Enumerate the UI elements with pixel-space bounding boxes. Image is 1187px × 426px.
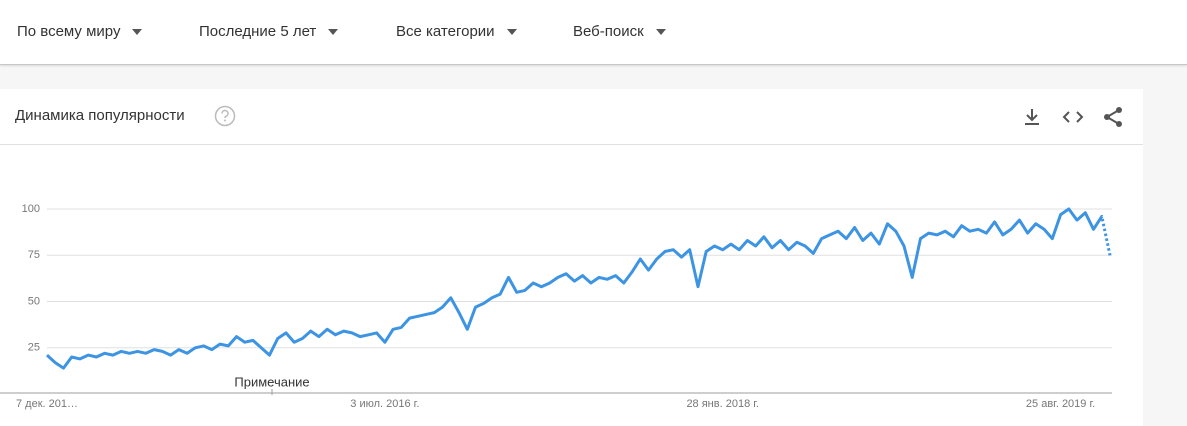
dropdown-arrow: [655, 29, 666, 36]
filter-label: Последние 5 лет: [199, 23, 317, 40]
card: Динамика популярности: [0, 89, 1143, 426]
filter-period[interactable]: Последние 5 лет: [199, 23, 339, 40]
y-tick-label: 25: [28, 342, 40, 354]
filter-bar: По всему миру Последние 5 лет Все катего…: [0, 0, 1187, 65]
y-tick-label: 50: [28, 295, 40, 307]
share-icon[interactable]: [1102, 106, 1124, 128]
card-title: Динамика популярности: [15, 107, 185, 124]
filter-label: Веб-поиск: [573, 23, 644, 40]
x-tick-label: 3 июл. 2016 г.: [350, 398, 419, 410]
filter-category[interactable]: Все категории: [396, 23, 517, 40]
embed-icon[interactable]: [1062, 107, 1084, 127]
dropdown-arrow: [506, 29, 517, 36]
y-tick-label: 75: [28, 249, 40, 261]
dropdown-arrow: [328, 29, 339, 36]
annotation: Примечание: [234, 374, 309, 389]
x-tick-label: 28 янв. 2018 г.: [686, 398, 759, 410]
filter-search-type[interactable]: Веб-поиск: [573, 23, 666, 40]
x-tick-label: 25 авг. 2019 г.: [1026, 398, 1095, 410]
download-icon[interactable]: [1022, 107, 1042, 127]
filter-region[interactable]: По всему миру: [17, 23, 143, 40]
filter-label: Все категории: [396, 23, 495, 40]
y-tick-label: 100: [22, 203, 40, 215]
x-tick-label: 7 дек. 201…: [16, 398, 78, 410]
card-divider: [0, 144, 1143, 145]
help-icon[interactable]: [214, 105, 236, 127]
filter-label: По всему миру: [17, 23, 121, 40]
trend-line: [45, 207, 1112, 370]
dropdown-arrow: [132, 29, 143, 36]
